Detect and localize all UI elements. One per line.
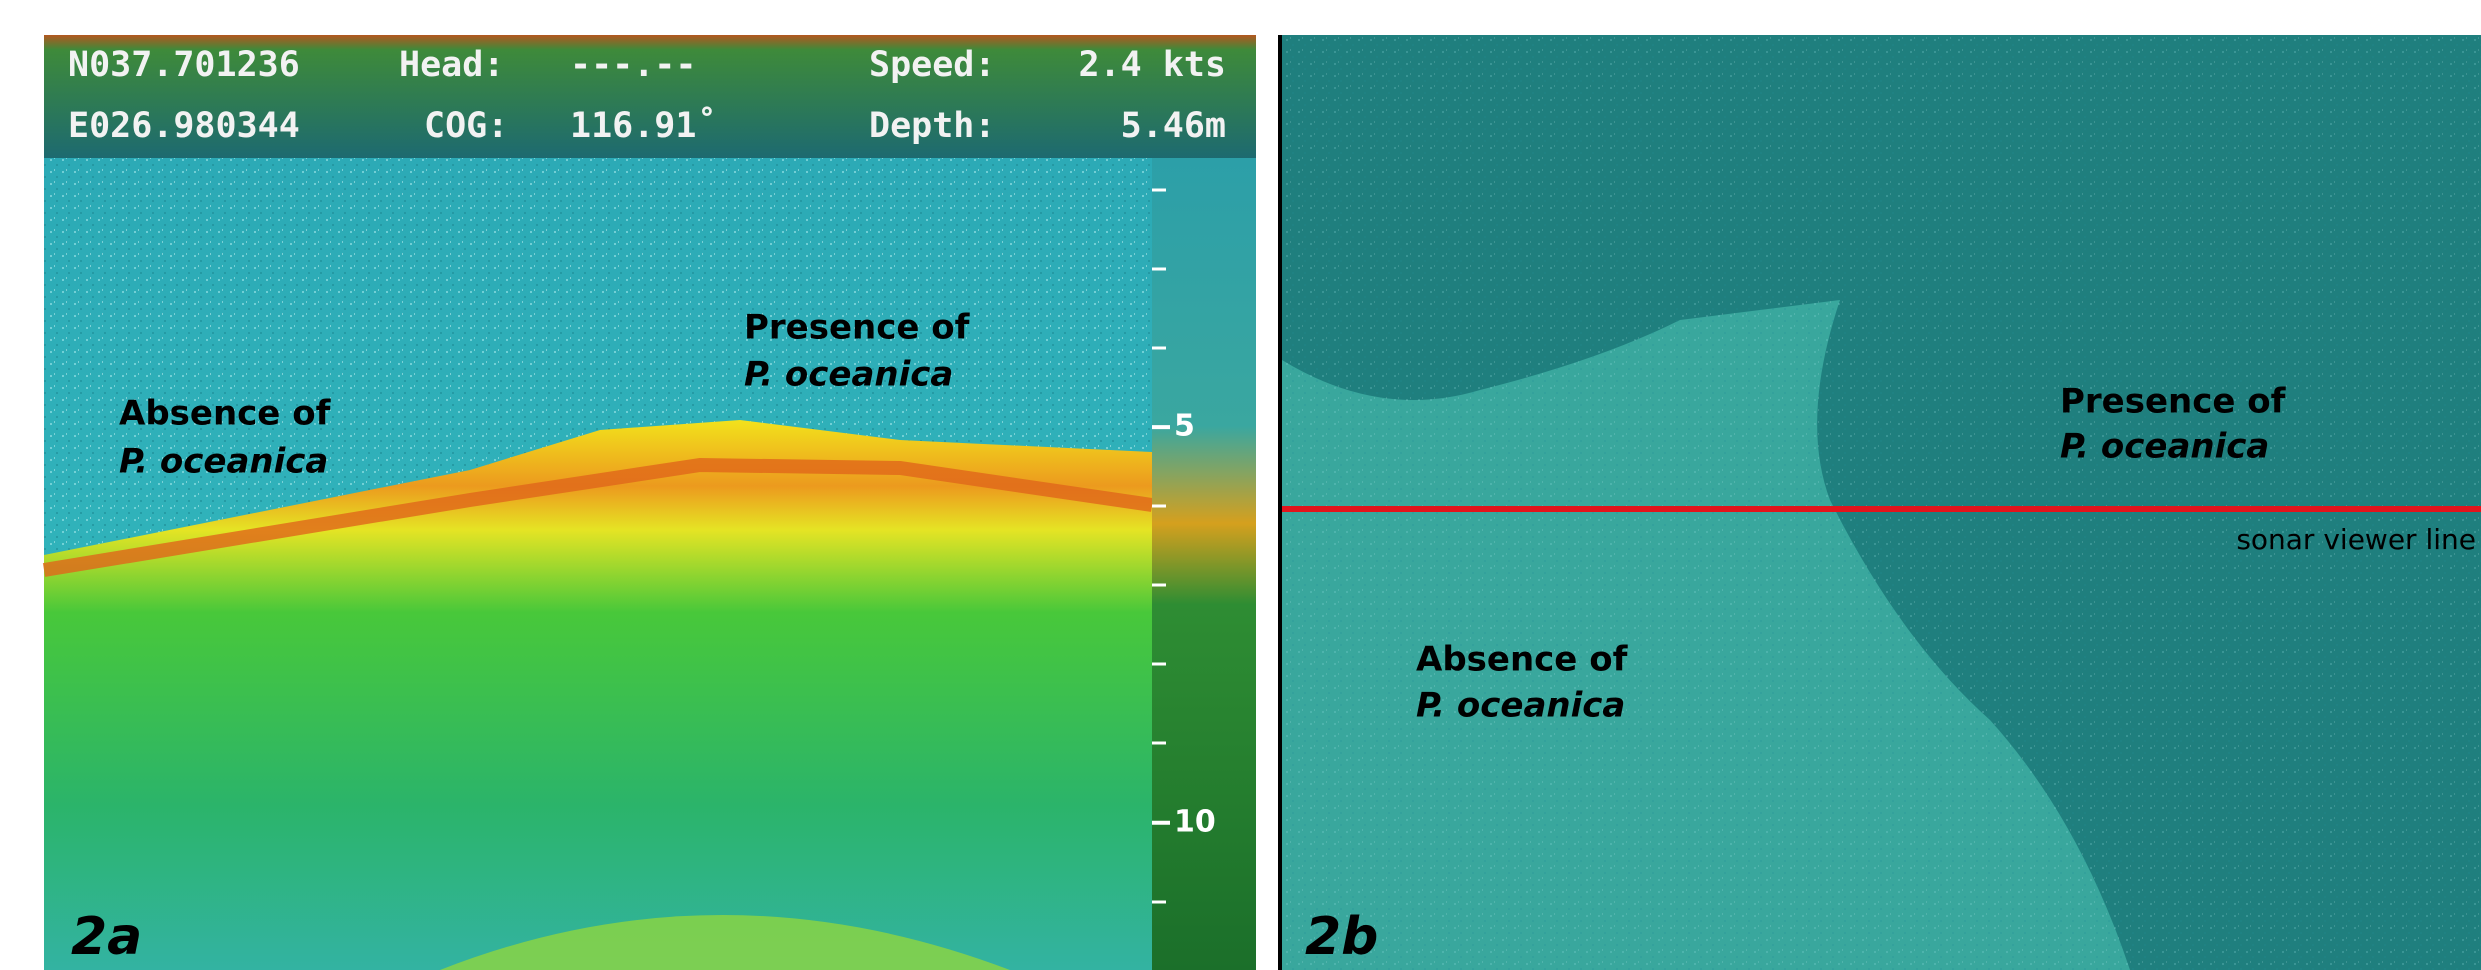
- panel-label: 2b: [1305, 907, 1378, 967]
- depth-label: Depth:: [869, 106, 995, 146]
- cog-label: COG:: [424, 106, 508, 146]
- depth-scale: [1152, 158, 1256, 970]
- longitude: E026.980344: [68, 106, 300, 146]
- latitude: N037.701236: [68, 45, 300, 85]
- annotation: Presence of: [2060, 382, 2287, 422]
- annotation: Absence of: [1416, 640, 1629, 680]
- speed-value: 2.4 kts: [1078, 45, 1226, 85]
- annotation: Absence of: [119, 394, 332, 434]
- annotation: P. oceanica: [119, 442, 328, 482]
- page: N037.701236 Head: ---.-- Speed: 2.4 kts …: [0, 0, 2481, 970]
- depth-value: 5.46m: [1121, 106, 1226, 146]
- panel-label: 2a: [71, 907, 142, 967]
- annotation: P. oceanica: [744, 355, 953, 395]
- annotation: P. oceanica: [2060, 427, 2269, 467]
- sonar-line: [1282, 506, 2481, 512]
- cog-value: 116.91˚: [570, 105, 718, 146]
- figure: N037.701236 Head: ---.-- Speed: 2.4 kts …: [0, 0, 2481, 970]
- line-label: sonar viewer line: [2236, 523, 2476, 556]
- panel-border: [1278, 35, 1282, 970]
- tick-label: 10: [1174, 804, 1216, 839]
- aerial-texture: [1282, 35, 2481, 970]
- panel-a: N037.701236 Head: ---.-- Speed: 2.4 kts …: [44, 35, 1256, 970]
- panel-b: sonar viewer line Presence of P. oceanic…: [1278, 35, 2481, 970]
- annotation: P. oceanica: [1416, 686, 1625, 726]
- annotation: Presence of: [744, 308, 971, 348]
- speed-label: Speed:: [869, 45, 995, 85]
- tick-label: 5: [1174, 409, 1195, 444]
- head-value: ---.--: [570, 45, 696, 85]
- head-label: Head:: [399, 45, 504, 85]
